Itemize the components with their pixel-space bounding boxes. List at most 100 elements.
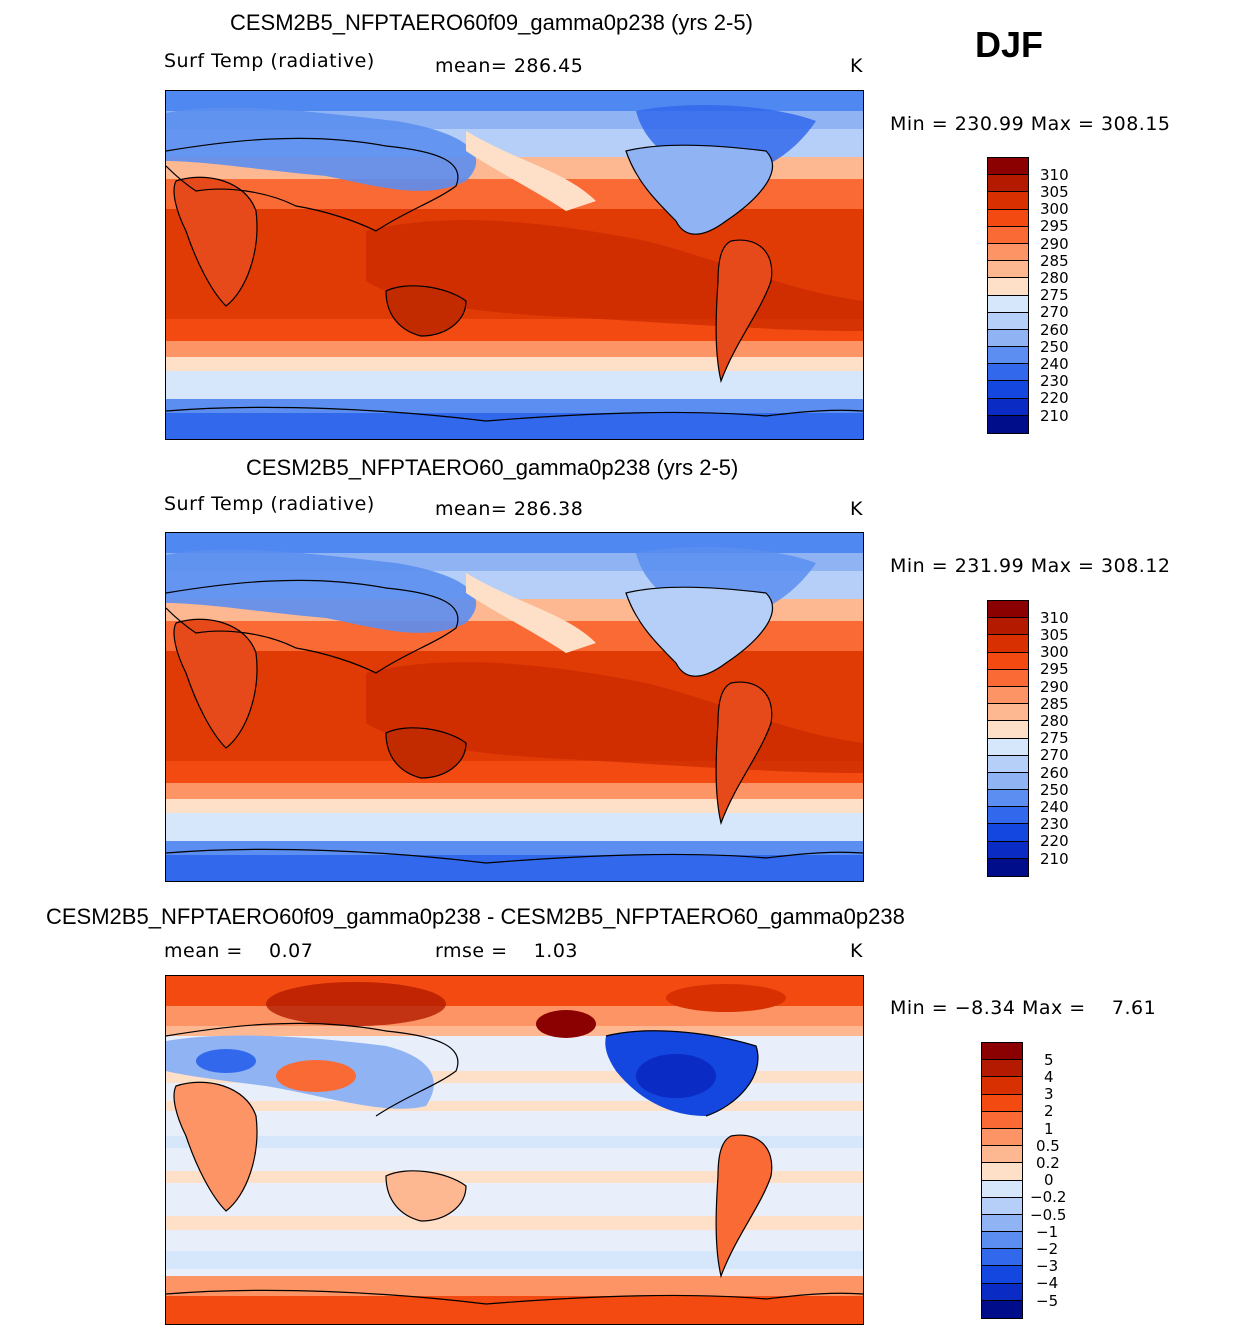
panel-3-units-label: K [850, 940, 863, 962]
colorbar-swatch [988, 158, 1028, 176]
panel-1-colorbar [987, 157, 1029, 434]
panel-1-field [166, 91, 863, 439]
colorbar-tick-label: 290 [1040, 235, 1069, 253]
colorbar-swatch [988, 669, 1028, 687]
colorbar-swatch [982, 1300, 1022, 1318]
colorbar-swatch [982, 1283, 1022, 1301]
colorbar-tick-label: 275 [1040, 286, 1069, 304]
panel-2-colorbar [987, 600, 1029, 877]
colorbar-swatch [982, 1266, 1022, 1284]
panel-2-field [166, 533, 863, 881]
panel-1-colorbar-ticks: 310 305 300 295 290 285 280 275 270 260 … [1040, 157, 1100, 432]
colorbar-swatch [988, 243, 1028, 262]
panel-3-minmax-label: Min = −8.34 Max = 7.61 [890, 997, 1157, 1019]
colorbar-swatch [988, 278, 1028, 296]
colorbar-swatch [988, 858, 1028, 876]
colorbar-tick-label: 270 [1040, 303, 1069, 321]
colorbar-swatch [982, 1060, 1022, 1078]
panel-3-map [165, 975, 864, 1325]
panel-3-title: CESM2B5_NFPTAERO60f09_gamma0p238 - CESM2… [46, 904, 905, 929]
colorbar-tick-label: 250 [1040, 781, 1069, 799]
colorbar-swatch [988, 398, 1028, 416]
colorbar-swatch [982, 1146, 1022, 1164]
colorbar-swatch [988, 635, 1028, 653]
panel-2-colorbar-ticks: 310 305 300 295 290 285 280 275 270 260 … [1040, 600, 1100, 875]
colorbar-swatch [988, 601, 1028, 619]
colorbar-tick-label: 290 [1040, 678, 1069, 696]
colorbar-swatch [988, 790, 1028, 808]
colorbar-tick-label: 310 [1040, 609, 1069, 627]
colorbar-tick-label: 220 [1040, 832, 1069, 850]
colorbar-tick-label: −0.2 [1030, 1188, 1067, 1206]
colorbar-swatch [988, 347, 1028, 365]
colorbar-tick-label: 305 [1040, 183, 1069, 201]
colorbar-tick-label: 3 [1044, 1085, 1054, 1103]
panel-3-colorbar [981, 1042, 1023, 1319]
season-label: DJF [975, 24, 1044, 65]
colorbar-swatch [982, 1163, 1022, 1181]
colorbar-swatch [982, 1180, 1022, 1198]
colorbar-swatch [982, 1249, 1022, 1267]
colorbar-tick-label: 240 [1040, 798, 1069, 816]
colorbar-swatch [982, 1214, 1022, 1233]
colorbar-tick-label: 250 [1040, 338, 1069, 356]
colorbar-swatch [988, 192, 1028, 210]
colorbar-tick-label: 0.5 [1036, 1137, 1060, 1155]
colorbar-swatch [988, 824, 1028, 842]
colorbar-tick-label: 285 [1040, 252, 1069, 270]
colorbar-tick-label: 5 [1044, 1051, 1054, 1069]
colorbar-tick-label: −3 [1036, 1257, 1059, 1275]
panel-2-title: CESM2B5_NFPTAERO60_gamma0p238 (yrs 2-5) [246, 455, 739, 480]
colorbar-swatch [982, 1094, 1022, 1112]
colorbar-swatch [988, 312, 1028, 330]
colorbar-swatch [982, 1077, 1022, 1095]
panel-3-mean-label: mean = 0.07 [164, 940, 314, 962]
panel-2-variable-label: Surf Temp (radiative) [164, 493, 375, 515]
colorbar-tick-label: 295 [1040, 217, 1069, 235]
colorbar-swatch [988, 329, 1028, 348]
colorbar-tick-label: −2 [1036, 1240, 1059, 1258]
panel-3-rmse-label: rmse = 1.03 [435, 940, 578, 962]
panel-2-minmax-label: Min = 231.99 Max = 308.12 [890, 555, 1171, 577]
colorbar-tick-label: 300 [1040, 200, 1069, 218]
colorbar-swatch [982, 1197, 1022, 1215]
colorbar-swatch [988, 686, 1028, 705]
colorbar-swatch [982, 1111, 1022, 1129]
colorbar-swatch [988, 226, 1028, 244]
colorbar-tick-label: 260 [1040, 764, 1069, 782]
colorbar-tick-label: 210 [1040, 407, 1069, 425]
panel-1-units-label: K [850, 55, 863, 77]
panel-3-colorbar-ticks: 5 4 3 2 1 0.5 0.2 0 −0.2 −0.5 −1 −2 −3 −… [1030, 1042, 1090, 1317]
colorbar-swatch [988, 415, 1028, 433]
colorbar-swatch [988, 841, 1028, 859]
colorbar-tick-label: 0.2 [1036, 1154, 1060, 1172]
colorbar-tick-label: 240 [1040, 355, 1069, 373]
colorbar-tick-label: 260 [1040, 321, 1069, 339]
colorbar-tick-label: −1 [1036, 1223, 1059, 1241]
colorbar-tick-label: −5 [1036, 1292, 1059, 1310]
colorbar-swatch [988, 261, 1028, 279]
colorbar-swatch [988, 738, 1028, 756]
panel-2-mean-label: mean= 286.38 [435, 498, 584, 520]
panel-1-minmax-label: Min = 230.99 Max = 308.15 [890, 113, 1171, 135]
colorbar-swatch [988, 755, 1028, 773]
colorbar-swatch [988, 772, 1028, 791]
colorbar-swatch [988, 175, 1028, 193]
panel-1-variable-label: Surf Temp (radiative) [164, 50, 375, 72]
panel-3-field [166, 976, 863, 1324]
colorbar-tick-label: 230 [1040, 372, 1069, 390]
colorbar-tick-label: −4 [1036, 1274, 1059, 1292]
colorbar-tick-label: 1 [1044, 1120, 1054, 1138]
panel-2-map [165, 532, 864, 882]
colorbar-tick-label: 270 [1040, 746, 1069, 764]
colorbar-swatch [982, 1232, 1022, 1250]
colorbar-tick-label: 295 [1040, 660, 1069, 678]
colorbar-tick-label: 230 [1040, 815, 1069, 833]
colorbar-swatch [988, 364, 1028, 382]
colorbar-swatch [988, 381, 1028, 399]
colorbar-swatch [982, 1043, 1022, 1061]
colorbar-tick-label: 275 [1040, 729, 1069, 747]
colorbar-swatch [988, 209, 1028, 227]
colorbar-tick-label: 305 [1040, 626, 1069, 644]
colorbar-swatch [988, 618, 1028, 636]
